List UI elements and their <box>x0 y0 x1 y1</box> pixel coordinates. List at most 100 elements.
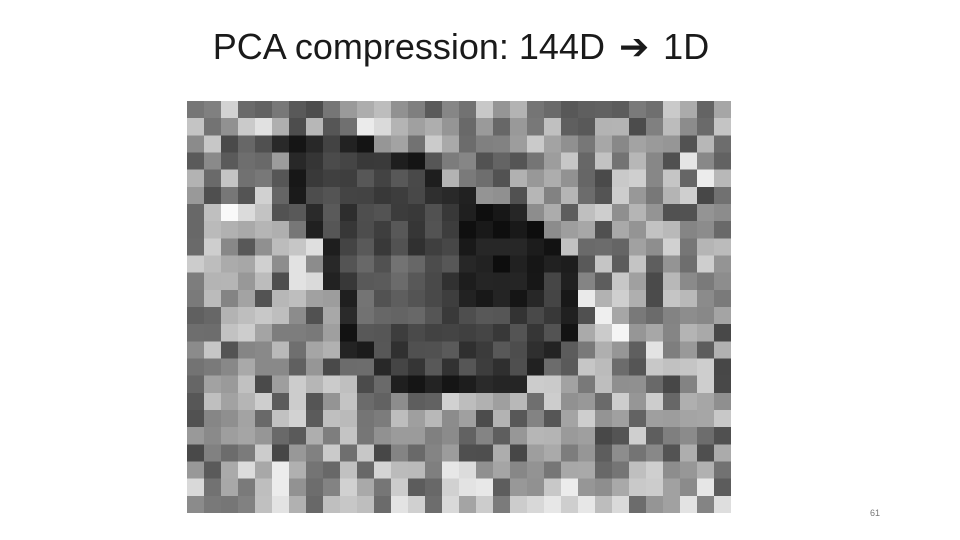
mosaic-pixel <box>578 101 596 119</box>
mosaic-pixel <box>340 324 358 342</box>
mosaic-pixel <box>221 289 239 308</box>
mosaic-pixel <box>425 341 443 359</box>
mosaic-pixel <box>680 392 698 411</box>
mosaic-pixel <box>442 204 460 222</box>
mosaic-pixel <box>374 478 392 497</box>
mosaic-pixel <box>408 307 426 325</box>
mosaic-pixel <box>476 375 494 394</box>
mosaic-pixel <box>442 186 460 205</box>
mosaic-pixel <box>255 118 273 136</box>
mosaic-pixel <box>391 152 409 171</box>
mosaic-pixel <box>221 478 239 497</box>
mosaic-pixel <box>255 341 273 359</box>
mosaic-pixel <box>408 289 426 308</box>
mosaic-pixel <box>442 307 460 325</box>
mosaic-pixel <box>187 307 205 325</box>
mosaic-pixel <box>561 324 579 342</box>
mosaic-pixel <box>612 135 630 153</box>
mosaic-pixel <box>714 272 731 291</box>
mosaic-pixel <box>425 427 443 445</box>
mosaic-pixel <box>544 495 562 513</box>
mosaic-pixel <box>255 238 273 256</box>
mosaic-pixel <box>442 135 460 153</box>
mosaic-pixel <box>204 495 222 513</box>
mosaic-pixel <box>391 272 409 291</box>
mosaic-pixel <box>527 461 545 480</box>
mosaic-pixel <box>527 478 545 497</box>
mosaic-pixel <box>476 289 494 308</box>
mosaic-pixel <box>646 392 664 411</box>
mosaic-pixel <box>425 478 443 497</box>
mosaic-pixel <box>204 427 222 445</box>
mosaic-pixel <box>204 375 222 394</box>
mosaic-pixel <box>374 358 392 377</box>
mosaic-pixel <box>578 324 596 342</box>
mosaic-pixel <box>289 221 307 239</box>
mosaic-pixel <box>289 375 307 394</box>
mosaic-pixel <box>306 375 324 394</box>
mosaic-pixel <box>221 255 239 274</box>
mosaic-pixel <box>272 101 290 119</box>
mosaic-pixel <box>408 186 426 205</box>
mosaic-pixel <box>221 324 239 342</box>
mosaic-pixel <box>714 307 731 325</box>
mosaic-pixel <box>238 204 256 222</box>
mosaic-pixel <box>340 152 358 171</box>
mosaic-pixel <box>680 358 698 377</box>
mosaic-pixel <box>459 169 477 188</box>
mosaic-pixel <box>493 410 511 428</box>
mosaic-pixel <box>425 495 443 513</box>
mosaic-pixel <box>493 444 511 462</box>
mosaic-pixel <box>714 358 731 377</box>
mosaic-pixel <box>544 478 562 497</box>
mosaic-pixel <box>459 101 477 119</box>
mosaic-pixel <box>187 495 205 513</box>
mosaic-pixel <box>646 272 664 291</box>
mosaic-pixel <box>714 392 731 411</box>
mosaic-pixel <box>544 169 562 188</box>
mosaic-pixel <box>306 410 324 428</box>
mosaic-pixel <box>663 135 681 153</box>
mosaic-pixel <box>408 375 426 394</box>
mosaic-pixel <box>578 238 596 256</box>
mosaic-pixel <box>374 324 392 342</box>
mosaic-pixel <box>612 358 630 377</box>
mosaic-pixel <box>340 204 358 222</box>
mosaic-pixel <box>255 444 273 462</box>
mosaic-pixel <box>680 461 698 480</box>
mosaic-pixel <box>425 255 443 274</box>
mosaic-pixel <box>527 135 545 153</box>
mosaic-pixel <box>459 478 477 497</box>
mosaic-pixel <box>238 169 256 188</box>
mosaic-pixel <box>289 118 307 136</box>
mosaic-pixel <box>357 392 375 411</box>
mosaic-pixel <box>714 375 731 394</box>
mosaic-pixel <box>442 255 460 274</box>
mosaic-pixel <box>238 341 256 359</box>
mosaic-pixel <box>578 221 596 239</box>
mosaic-pixel <box>544 427 562 445</box>
mosaic-pixel <box>612 392 630 411</box>
mosaic-pixel <box>306 289 324 308</box>
mosaic-pixel <box>561 444 579 462</box>
mosaic-pixel <box>425 307 443 325</box>
mosaic-pixel <box>272 255 290 274</box>
mosaic-pixel <box>272 410 290 428</box>
mosaic-pixel <box>459 289 477 308</box>
mosaic-pixel <box>476 478 494 497</box>
mosaic-pixel <box>561 410 579 428</box>
mosaic-pixel <box>544 101 562 119</box>
mosaic-pixel <box>408 118 426 136</box>
mosaic-pixel <box>595 204 613 222</box>
mosaic-pixel <box>204 289 222 308</box>
mosaic-pixel <box>340 495 358 513</box>
mosaic-pixel <box>442 238 460 256</box>
mosaic-pixel <box>340 289 358 308</box>
mosaic-pixel <box>476 444 494 462</box>
mosaic-pixel <box>612 272 630 291</box>
mosaic-pixel <box>697 289 715 308</box>
mosaic-pixel <box>527 341 545 359</box>
mosaic-pixel <box>323 272 341 291</box>
mosaic-pixel <box>527 410 545 428</box>
mosaic-pixel <box>680 375 698 394</box>
